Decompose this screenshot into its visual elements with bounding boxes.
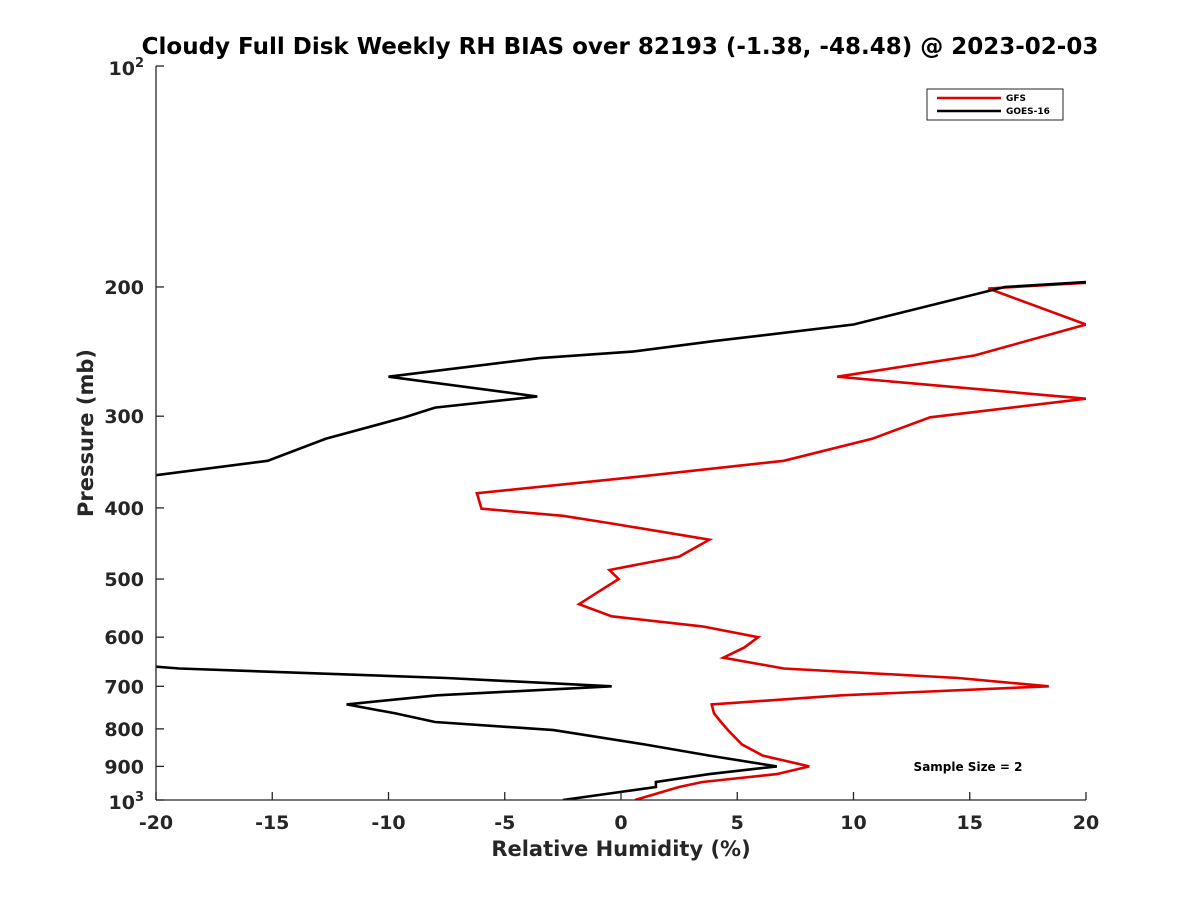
x-tick-label: 0 bbox=[614, 812, 627, 834]
y-tick-label: 800 bbox=[104, 719, 144, 741]
series-line-gfs-0 bbox=[475, 281, 1086, 800]
y-tick-label: 600 bbox=[104, 627, 144, 649]
y-tick-label: 400 bbox=[104, 498, 144, 520]
y-tick-label: 102 bbox=[109, 56, 145, 80]
y-tick-label: 700 bbox=[104, 676, 144, 698]
y-axis-label: Pressure (mb) bbox=[74, 349, 98, 517]
x-axis-label: Relative Humidity (%) bbox=[491, 837, 750, 861]
x-tick-label: 5 bbox=[731, 812, 744, 834]
x-tick-label: 20 bbox=[1073, 812, 1099, 834]
sample-size-annotation: Sample Size = 2 bbox=[914, 760, 1023, 774]
x-tick-label: 15 bbox=[957, 812, 983, 834]
y-tick-label: 103 bbox=[109, 790, 145, 814]
x-tick-label: -15 bbox=[255, 812, 289, 834]
y-tick-label: 500 bbox=[104, 569, 144, 591]
y-tick-label: 200 bbox=[104, 277, 144, 299]
series-line-goes-16-1 bbox=[156, 280, 1086, 477]
x-tick-label: 10 bbox=[840, 812, 866, 834]
x-tick-label: -20 bbox=[139, 812, 173, 834]
legend-box bbox=[926, 88, 1064, 121]
legend: GFS GOES-16 bbox=[926, 88, 1064, 121]
chart-title: Cloudy Full Disk Weekly RH BIAS over 821… bbox=[142, 34, 1099, 60]
y-ticks: 102 200 300 400 500 600 700 800 900 103 bbox=[104, 56, 164, 814]
series-lines bbox=[156, 280, 1086, 800]
x-tick-label: -10 bbox=[371, 812, 405, 834]
x-tick-label: -5 bbox=[494, 812, 515, 834]
y-tick-label: 900 bbox=[104, 756, 144, 778]
legend-label: GOES-16 bbox=[1006, 107, 1050, 117]
x-ticks: -20 -15 -10 -5 0 5 10 15 20 bbox=[139, 792, 1099, 834]
y-tick-label: 300 bbox=[104, 406, 144, 428]
series-line-goes-16-2 bbox=[156, 665, 778, 800]
legend-label: GFS bbox=[1006, 94, 1026, 104]
